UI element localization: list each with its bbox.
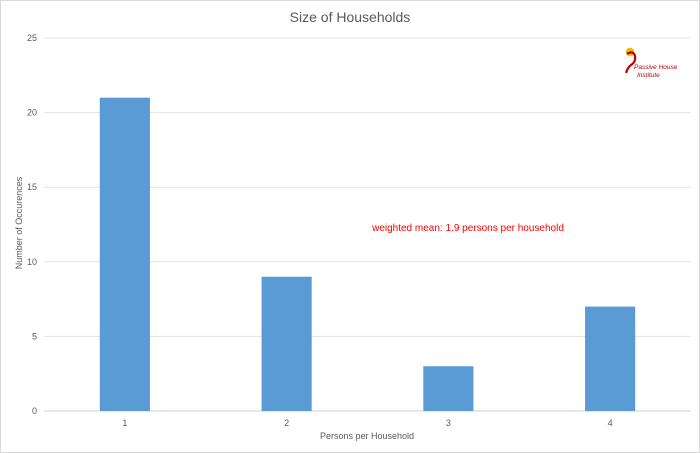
bar-3 <box>423 366 474 411</box>
x-tick-label: 1 <box>122 418 127 428</box>
passive-house-institute-logo: Passive House Institute <box>624 47 678 79</box>
y-tick-label: 10 <box>27 257 37 267</box>
y-tick-labels: 0 5 10 15 20 25 <box>27 33 37 416</box>
logo-line2: Institute <box>637 72 660 79</box>
y-tick-label: 25 <box>27 33 37 43</box>
y-axis-title: Number of Occurences <box>14 176 24 269</box>
x-tick-labels: 1 2 3 4 <box>122 418 612 428</box>
chart-title: Size of Households <box>290 9 411 25</box>
x-axis-title: Persons per Household <box>320 431 414 441</box>
y-tick-label: 20 <box>27 108 37 118</box>
x-tick-label: 3 <box>446 418 451 428</box>
logo-swoosh-icon <box>624 51 637 74</box>
logo-line1: Passive House <box>634 64 678 71</box>
x-tick-label: 4 <box>608 418 613 428</box>
gridlines <box>44 37 691 412</box>
y-tick-label: 0 <box>32 406 37 416</box>
y-tick-label: 15 <box>27 182 37 192</box>
weighted-mean-annotation: weighted mean: 1.9 persons per household <box>371 223 564 234</box>
x-tick-label: 2 <box>284 418 289 428</box>
bar-4 <box>585 306 636 411</box>
y-tick-label: 5 <box>32 331 37 341</box>
bars <box>99 97 636 412</box>
bar-1 <box>99 97 150 412</box>
bar-2 <box>261 276 312 411</box>
